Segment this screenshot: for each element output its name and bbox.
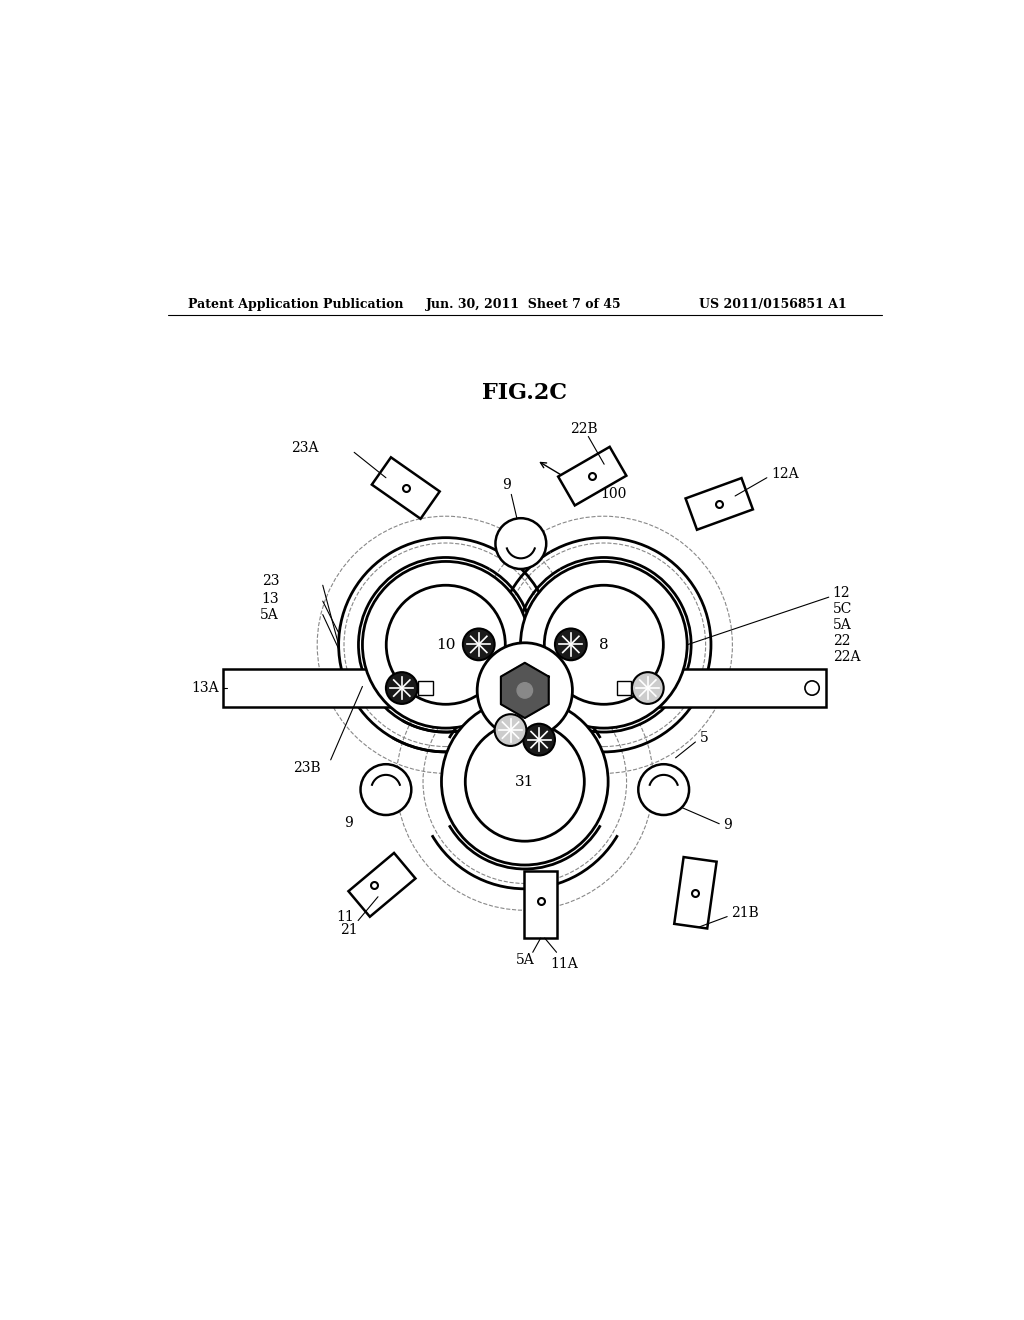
Circle shape: [495, 714, 526, 746]
Bar: [223, 669, 426, 708]
Polygon shape: [558, 447, 627, 506]
Circle shape: [386, 672, 418, 704]
Bar: [419, 681, 433, 696]
Text: US 2011/0156851 A1: US 2011/0156851 A1: [699, 298, 847, 312]
Bar: [624, 669, 826, 708]
Polygon shape: [524, 871, 557, 939]
Text: 5A: 5A: [260, 607, 280, 622]
Text: 13A: 13A: [191, 681, 219, 696]
Text: 5C: 5C: [833, 602, 852, 616]
Text: 5A: 5A: [833, 618, 852, 632]
Circle shape: [386, 585, 505, 705]
Text: 12A: 12A: [771, 467, 799, 480]
Text: 5A: 5A: [515, 953, 535, 968]
Text: 22B: 22B: [570, 421, 598, 436]
Text: 21B: 21B: [731, 906, 759, 920]
Text: 11: 11: [337, 909, 354, 924]
Circle shape: [463, 628, 495, 660]
Text: 22A: 22A: [833, 649, 860, 664]
Polygon shape: [501, 663, 549, 718]
Circle shape: [496, 519, 546, 569]
Text: 23: 23: [261, 574, 280, 589]
Text: 9: 9: [502, 478, 511, 492]
Circle shape: [638, 764, 689, 814]
Text: 100: 100: [600, 487, 627, 500]
Polygon shape: [685, 478, 753, 529]
Circle shape: [632, 672, 664, 704]
Text: 12: 12: [833, 586, 850, 601]
Circle shape: [362, 561, 529, 729]
Text: 11A: 11A: [551, 957, 579, 972]
Circle shape: [520, 561, 687, 729]
Text: 23A: 23A: [291, 441, 318, 455]
Text: 9: 9: [723, 818, 732, 833]
Polygon shape: [372, 457, 439, 519]
Text: 13: 13: [261, 591, 280, 606]
Text: 5: 5: [699, 731, 709, 744]
Text: 23B: 23B: [294, 760, 322, 775]
Circle shape: [555, 628, 587, 660]
Text: 31: 31: [515, 775, 535, 788]
Text: 10: 10: [436, 638, 456, 652]
Circle shape: [441, 698, 608, 865]
Text: 9: 9: [344, 816, 352, 830]
Polygon shape: [348, 853, 416, 916]
Circle shape: [360, 764, 412, 814]
Bar: [616, 681, 631, 696]
Text: Jun. 30, 2011  Sheet 7 of 45: Jun. 30, 2011 Sheet 7 of 45: [426, 298, 622, 312]
Circle shape: [545, 585, 664, 705]
Circle shape: [805, 681, 819, 696]
Text: 8: 8: [599, 638, 608, 652]
Circle shape: [517, 682, 532, 698]
Text: 21: 21: [341, 923, 358, 937]
Text: Patent Application Publication: Patent Application Publication: [187, 298, 403, 312]
Circle shape: [477, 643, 572, 738]
Circle shape: [465, 722, 585, 841]
Polygon shape: [674, 857, 717, 928]
Circle shape: [523, 723, 555, 755]
Text: FIG.2C: FIG.2C: [482, 381, 567, 404]
Text: 22: 22: [833, 634, 850, 648]
